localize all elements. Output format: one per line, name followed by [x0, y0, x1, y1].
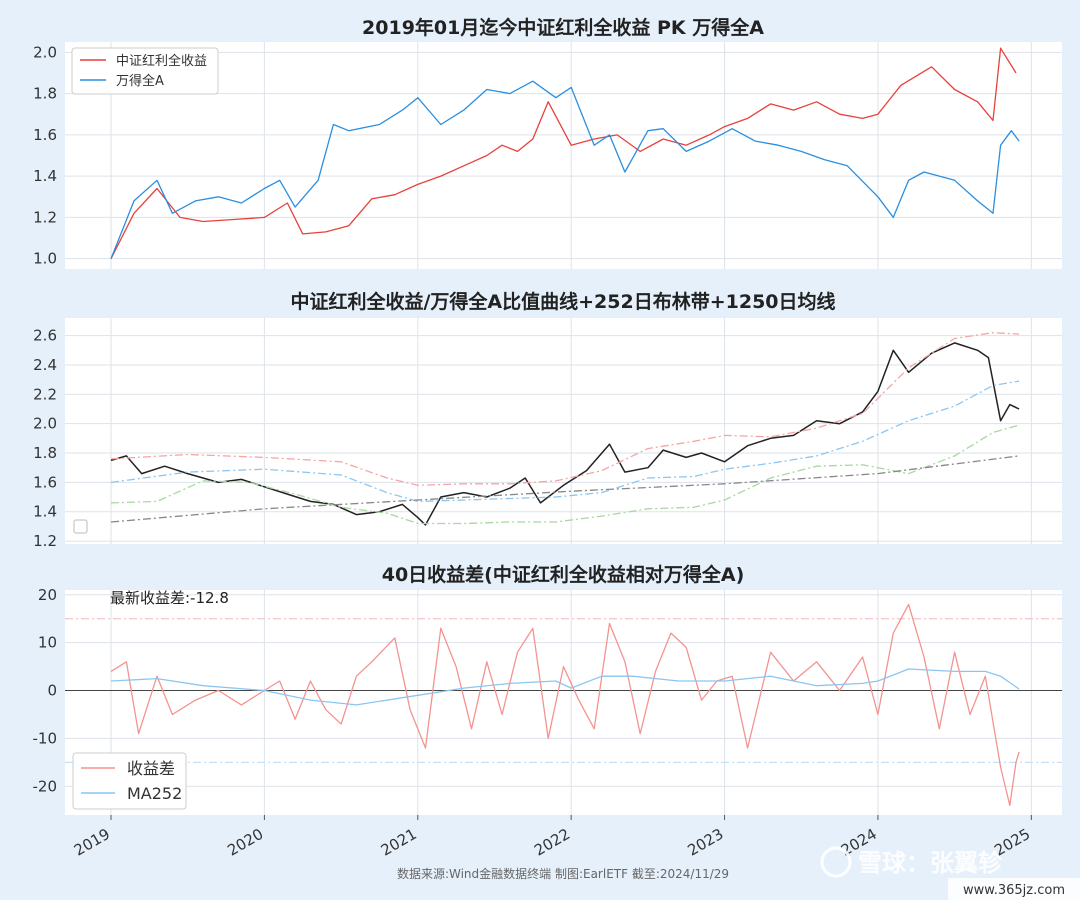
series-line-1-2 — [110, 380, 1020, 503]
ytick-label-2-4: 20 — [38, 586, 57, 604]
ytick-label-2-1: -10 — [33, 729, 58, 747]
series-line-0-0 — [110, 47, 1017, 259]
ytick-label-1-2: 1.6 — [33, 473, 57, 491]
watermark: 雪球：张翼轸 www.365jz.com — [820, 846, 1080, 900]
series-layer — [110, 47, 1020, 807]
chart-3-legend: 收益差 MA252 — [72, 752, 187, 810]
series-line-2-0 — [110, 603, 1020, 807]
legend-label-ma252: MA252 — [127, 784, 182, 803]
ytick-label-0-5: 2.0 — [33, 43, 57, 61]
panel-2-bg — [65, 318, 1062, 544]
ytick-label-0-4: 1.8 — [33, 85, 57, 103]
ytick-label-1-1: 1.4 — [33, 503, 57, 521]
ytick-label-0-2: 1.4 — [33, 167, 57, 185]
ytick-label-1-4: 2.0 — [33, 415, 57, 433]
ytick-label-0-1: 1.2 — [33, 208, 57, 226]
watermark-text: 雪球：张翼轸 — [858, 849, 1003, 877]
chart-1-legend: 中证红利全收益 万得全A — [71, 47, 219, 95]
legend-label-diff: 收益差 — [127, 759, 175, 778]
series-line-1-0 — [110, 342, 1020, 526]
series-line-1-1 — [110, 332, 1020, 486]
chart-2-title: 中证红利全收益/万得全A比值曲线+252日布林带+1250日均线 — [290, 290, 835, 313]
ytick-label-0-0: 1.0 — [33, 250, 57, 268]
latest-diff-annotation: 最新收益差:-12.8 — [110, 589, 229, 607]
ytick-label-1-7: 2.6 — [33, 327, 57, 345]
ytick-label-1-5: 2.2 — [33, 385, 57, 403]
series-line-0-1 — [110, 80, 1020, 259]
ytick-label-1-3: 1.8 — [33, 444, 57, 462]
xtick-label-3: 2022 — [531, 825, 573, 860]
panel-1-bg — [65, 42, 1062, 269]
xtick-label-1: 2020 — [224, 825, 266, 860]
legend-label-dividend: 中证红利全收益 — [116, 53, 207, 69]
series-line-1-3 — [110, 424, 1020, 525]
watermark-url-bg — [948, 878, 1080, 900]
ytick-label-2-0: -20 — [33, 777, 58, 795]
xtick-label-2: 2021 — [378, 825, 420, 860]
chart-1-title: 2019年01月迄今中证红利全收益 PK 万得全A — [362, 16, 764, 39]
chart-1-legend-box — [71, 47, 219, 95]
legend-label-wind-a: 万得全A — [116, 73, 164, 89]
panel-3-bg — [65, 590, 1062, 815]
chart-3-title: 40日收益差(中证红利全收益相对万得全A) — [382, 563, 745, 586]
series-line-2-1 — [110, 668, 1020, 706]
xtick-label-4: 2023 — [684, 825, 726, 860]
chart-3-legend-box — [72, 752, 187, 810]
ytick-label-1-0: 1.2 — [33, 532, 57, 550]
ytick-label-2-3: 10 — [38, 634, 57, 652]
ytick-label-2-2: 0 — [47, 682, 57, 700]
xtick-label-0: 2019 — [71, 825, 113, 860]
grid-layer — [65, 42, 1062, 815]
series-line-1-4 — [110, 455, 1020, 523]
ytick-label-0-3: 1.6 — [33, 126, 57, 144]
watermark-url: www.365jz.com — [963, 883, 1065, 898]
ytick-label-1-6: 2.4 — [33, 356, 57, 374]
snowball-logo — [820, 846, 852, 878]
chart-2-legend-box — [73, 519, 88, 534]
source-note: 数据来源:Wind金融数据终端 制图:EarlETF 截至:2024/11/29 — [397, 866, 729, 881]
